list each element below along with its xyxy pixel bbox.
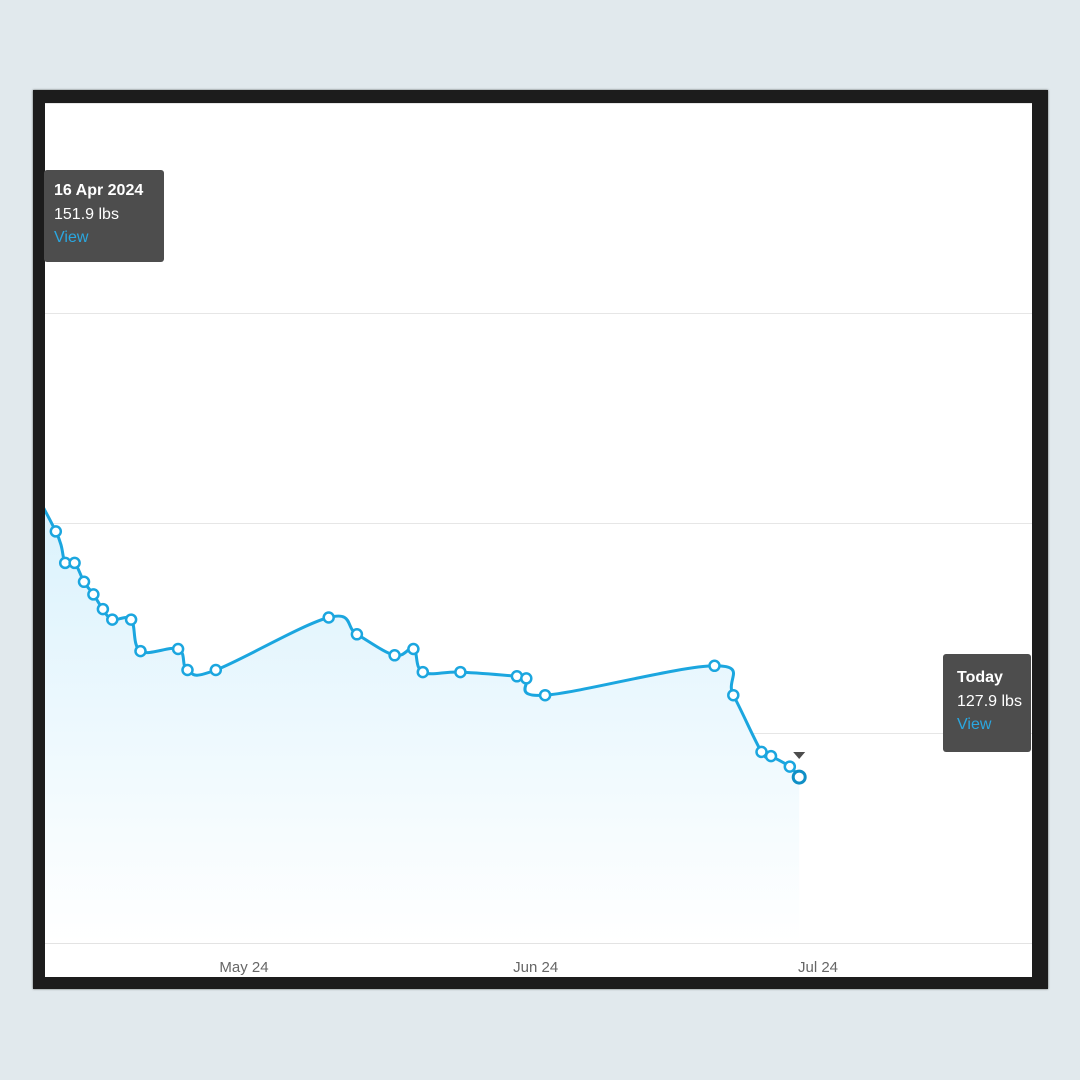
data-point[interactable] xyxy=(209,663,223,677)
data-point[interactable] xyxy=(124,613,138,626)
tooltip-today-view-link[interactable]: View xyxy=(957,716,992,733)
data-point[interactable] xyxy=(454,665,467,679)
tooltip-start: 16 Apr 2024 151.9 lbs View xyxy=(44,170,164,262)
data-point[interactable] xyxy=(708,659,721,673)
data-point[interactable] xyxy=(416,665,430,679)
data-point[interactable] xyxy=(134,644,147,658)
tooltip-start-date: 16 Apr 2024 xyxy=(54,182,144,199)
data-point[interactable] xyxy=(322,611,335,624)
data-point[interactable] xyxy=(87,588,100,601)
data-point[interactable] xyxy=(520,672,533,685)
chart-panel: May 24 Jun 24 Jul 24 xyxy=(45,103,1032,977)
weight-line xyxy=(45,507,801,779)
data-point[interactable] xyxy=(96,602,110,616)
data-point[interactable] xyxy=(388,649,401,662)
data-point[interactable] xyxy=(727,688,740,702)
data-point[interactable] xyxy=(538,688,552,702)
x-tick-label: Jun 24 xyxy=(513,959,558,976)
x-tick-label: May 24 xyxy=(219,959,268,976)
data-point[interactable] xyxy=(783,760,797,773)
tooltip-caret xyxy=(793,752,806,759)
data-point[interactable] xyxy=(181,663,194,677)
tooltip-start-value: 151.9 lbs xyxy=(54,206,119,223)
data-point[interactable] xyxy=(764,749,778,763)
data-point[interactable] xyxy=(77,575,91,589)
data-point[interactable] xyxy=(171,642,185,656)
highlighted-point[interactable] xyxy=(791,769,807,785)
tooltip-today: Today 127.9 lbs View xyxy=(943,654,1031,752)
data-points xyxy=(49,525,807,785)
weight-area xyxy=(45,510,800,943)
weight-chart: May 24 Jun 24 Jul 24 xyxy=(45,103,1032,976)
data-point[interactable] xyxy=(68,556,81,570)
x-tick-label: Jul 24 xyxy=(798,959,838,976)
data-point[interactable] xyxy=(350,628,364,641)
data-point[interactable] xyxy=(49,525,63,538)
tooltip-today-date: Today xyxy=(957,669,1003,686)
tooltip-start-view-link[interactable]: View xyxy=(54,229,89,246)
data-point[interactable] xyxy=(106,613,119,626)
data-point[interactable] xyxy=(407,642,420,656)
tooltip-today-value: 127.9 lbs xyxy=(957,693,1022,710)
x-axis: May 24 Jun 24 Jul 24 xyxy=(45,943,1032,976)
